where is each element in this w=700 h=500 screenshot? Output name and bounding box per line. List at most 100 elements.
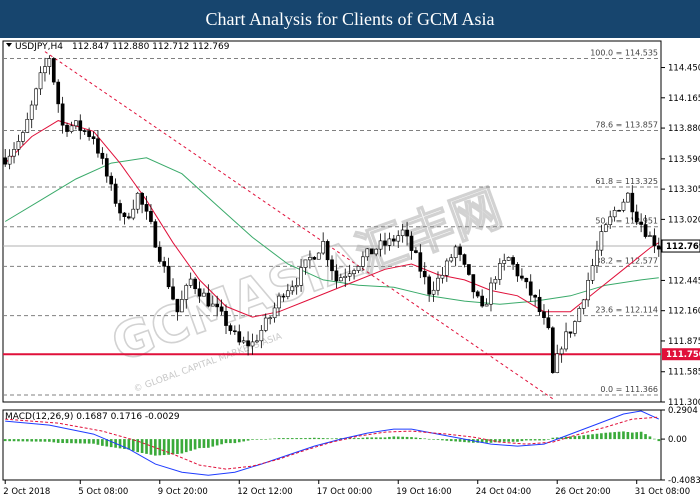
candle bbox=[263, 313, 268, 333]
candle-body bbox=[652, 235, 657, 247]
macd-histogram-bar bbox=[414, 437, 418, 440]
candle bbox=[365, 248, 370, 261]
candle-body bbox=[290, 286, 295, 292]
macd-histogram-bar bbox=[626, 431, 630, 440]
candle bbox=[277, 292, 281, 316]
banner-title: Chart Analysis for Clients of GCM Asia bbox=[205, 8, 495, 29]
candle bbox=[78, 114, 83, 140]
candle-body bbox=[462, 254, 467, 265]
candle bbox=[197, 281, 202, 303]
macd-histogram-bar bbox=[136, 439, 140, 453]
macd-histogram-bar bbox=[560, 437, 563, 440]
macd-histogram-bar bbox=[202, 439, 206, 448]
macd-histogram-bar bbox=[282, 438, 285, 440]
candle-body bbox=[586, 280, 590, 301]
candle-body bbox=[65, 124, 69, 132]
moving-average-green bbox=[4, 157, 659, 305]
macd-histogram-bar bbox=[176, 439, 179, 454]
macd-histogram-bar bbox=[43, 439, 47, 442]
candle bbox=[113, 178, 118, 207]
candle-body bbox=[69, 125, 74, 132]
candle-body bbox=[497, 263, 502, 280]
candle bbox=[312, 256, 317, 261]
candle-body bbox=[621, 201, 626, 211]
candle bbox=[405, 221, 409, 246]
macd-histogram-bar bbox=[591, 434, 594, 440]
candle bbox=[140, 191, 144, 214]
macd-histogram-bar bbox=[246, 439, 250, 441]
price-tick-label: 111.585 bbox=[668, 368, 700, 378]
macd-histogram-bar bbox=[529, 439, 533, 441]
candle bbox=[608, 210, 613, 229]
candle bbox=[617, 209, 621, 212]
candle bbox=[109, 172, 114, 191]
macd-histogram-bar bbox=[577, 435, 581, 440]
macd-histogram-bar bbox=[467, 439, 471, 443]
macd-histogram-bar bbox=[74, 439, 78, 444]
candle bbox=[559, 346, 564, 363]
candle bbox=[330, 255, 334, 281]
symbol-dropdown-icon[interactable] bbox=[6, 43, 12, 47]
candle bbox=[431, 281, 436, 302]
macd-histogram-bar bbox=[551, 437, 555, 440]
candle-body bbox=[444, 260, 449, 276]
macd-histogram-bar bbox=[17, 439, 20, 442]
candle-body bbox=[573, 321, 577, 334]
candle bbox=[233, 325, 237, 335]
candle-body bbox=[47, 58, 52, 67]
candle-body bbox=[255, 340, 259, 343]
price-tick-label: 111.875 bbox=[668, 337, 700, 347]
candle-body bbox=[458, 246, 462, 255]
candle-body bbox=[122, 212, 127, 217]
current-price-box bbox=[661, 239, 700, 253]
macd-histogram-bar bbox=[538, 439, 541, 441]
macd-histogram-bar bbox=[613, 432, 616, 440]
macd-histogram-bar bbox=[644, 434, 647, 440]
candle bbox=[82, 128, 87, 135]
candle-body bbox=[281, 295, 286, 298]
candle-body bbox=[87, 130, 91, 137]
candle bbox=[268, 316, 273, 325]
candle bbox=[237, 324, 242, 346]
candle bbox=[316, 252, 321, 260]
candle bbox=[60, 96, 65, 134]
candle-body bbox=[272, 307, 277, 319]
candle-body bbox=[334, 270, 339, 282]
candle bbox=[493, 276, 498, 290]
candle-body bbox=[440, 275, 445, 279]
macd-histogram-bar bbox=[313, 437, 316, 440]
candle bbox=[502, 253, 507, 271]
candle-body bbox=[391, 238, 396, 242]
macd-histogram-bar bbox=[52, 439, 56, 443]
candle-body bbox=[577, 308, 582, 322]
candle-body bbox=[118, 203, 122, 214]
macd-histogram-bar bbox=[511, 439, 515, 442]
candle-body bbox=[241, 340, 246, 343]
candle-body bbox=[263, 317, 268, 331]
candle bbox=[524, 277, 529, 289]
candle bbox=[453, 244, 458, 267]
candle-body bbox=[299, 267, 303, 286]
candle bbox=[533, 294, 537, 307]
macd-histogram-bar bbox=[436, 439, 440, 440]
macd-histogram-bar bbox=[639, 431, 643, 440]
candle-body bbox=[617, 210, 621, 212]
candle bbox=[219, 299, 224, 316]
macd-histogram-bar bbox=[321, 438, 325, 440]
fib-level-label: 100.0 = 114.535 bbox=[590, 49, 658, 58]
macd-histogram-bar bbox=[118, 439, 122, 449]
candle bbox=[255, 334, 259, 344]
candle bbox=[149, 204, 153, 225]
macd-histogram-bar bbox=[149, 439, 153, 455]
candle-body bbox=[467, 264, 471, 275]
candle-body bbox=[453, 246, 458, 259]
candle-body bbox=[104, 158, 109, 177]
candle-body bbox=[422, 270, 427, 278]
macd-histogram-bar bbox=[374, 437, 378, 440]
macd-histogram-bar bbox=[290, 438, 294, 440]
candle bbox=[43, 57, 47, 82]
candle-body bbox=[268, 317, 273, 320]
candle bbox=[193, 277, 197, 295]
price-tick-label: 113.305 bbox=[668, 185, 700, 195]
candle bbox=[334, 264, 339, 289]
